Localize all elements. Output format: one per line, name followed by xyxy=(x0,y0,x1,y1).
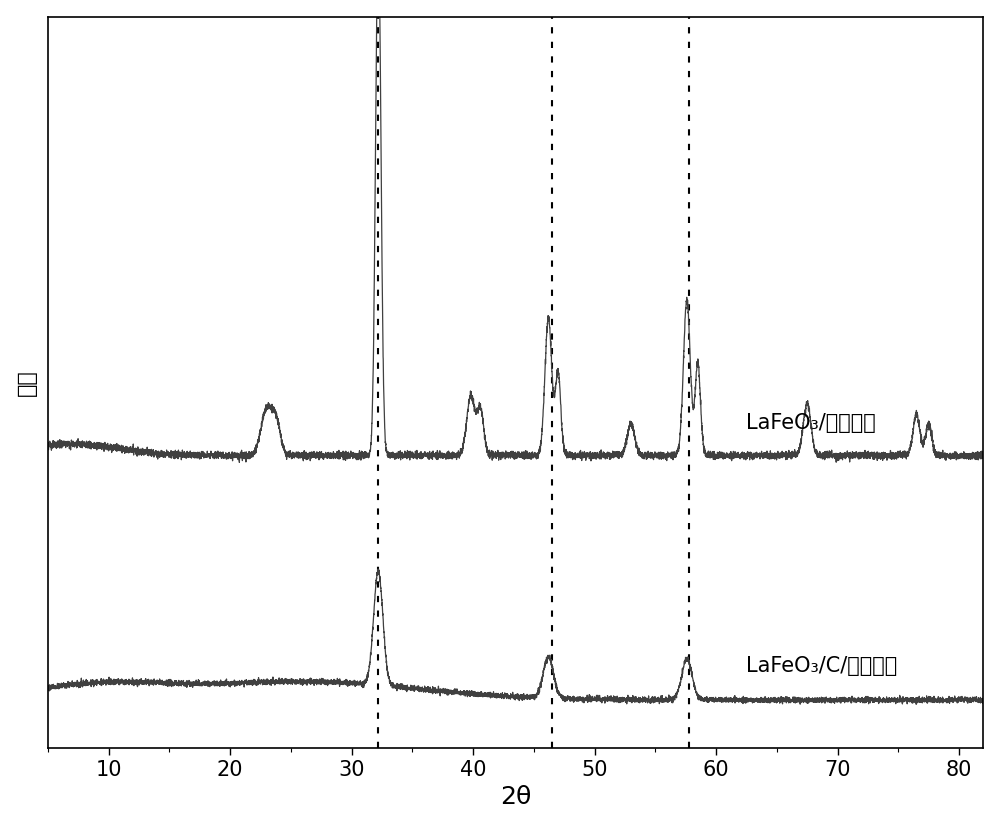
Text: LaFeO₃/蜂窝陶瓷: LaFeO₃/蜂窝陶瓷 xyxy=(746,413,876,433)
X-axis label: 2θ: 2θ xyxy=(500,786,531,809)
Text: LaFeO₃/C/蜂窝陶瓷: LaFeO₃/C/蜂窝陶瓷 xyxy=(746,656,898,676)
Y-axis label: 强度: 强度 xyxy=(17,369,37,396)
